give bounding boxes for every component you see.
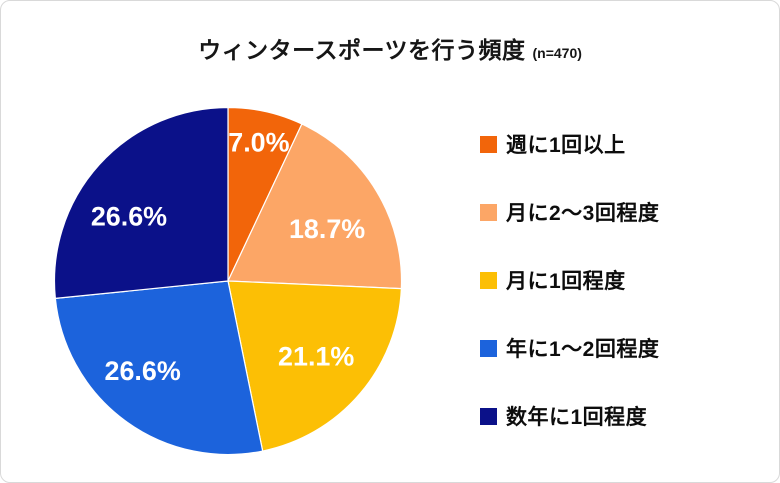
legend-item-1: 月に2～3回程度 [480, 200, 660, 225]
legend-item-0: 週に1回以上 [480, 132, 659, 157]
pie-data-label-4: 26.6% [91, 201, 167, 231]
legend-item-2: 月に1回程度 [480, 268, 659, 293]
legend-item-3: 年に1～2回程度 [480, 336, 660, 361]
pie-slice-2 [227, 280, 402, 452]
legend-item-4: 数年に1回程度 [480, 404, 659, 429]
legend-swatch-icon [480, 203, 497, 221]
pie-data-label-2: 21.1% [278, 341, 354, 371]
chart-header: ウィンタースポーツを行う頻度 (n=470) [1, 31, 779, 65]
legend-swatch-icon [480, 271, 497, 289]
pie-data-label-0: 7.0% [228, 128, 289, 158]
legend-swatch-icon [480, 339, 497, 357]
sample-size-label: (n=470) [532, 45, 582, 61]
pie-data-label-1: 18.7% [289, 214, 365, 244]
pie-slice-1 [227, 123, 403, 290]
pie-chart: 7.0% 18.7% 21.1% 26.6% 26.6% [51, 104, 405, 458]
legend-label: 月に2～3回程度 [506, 202, 660, 225]
legend-label: 週に1回以上 [506, 134, 626, 157]
legend-label: 月に1回程度 [506, 270, 626, 293]
chart-title: ウィンタースポーツを行う頻度 [198, 37, 526, 63]
legend-label: 年に1～2回程度 [506, 338, 660, 361]
pie-slice-4 [53, 106, 229, 300]
pie-svg: 7.0% 18.7% 21.1% 26.6% 26.6% [53, 106, 403, 456]
chart-legend: 週に1回以上月に2～3回程度 月に1回程度年に1～2回程度 数年に1回程度 [480, 132, 659, 472]
legend-swatch-icon [480, 407, 497, 425]
pie-data-label-3: 26.6% [105, 356, 181, 386]
legend-swatch-icon [480, 135, 497, 153]
pie-slice-3 [54, 280, 264, 456]
legend-label: 数年に1回程度 [506, 406, 648, 429]
